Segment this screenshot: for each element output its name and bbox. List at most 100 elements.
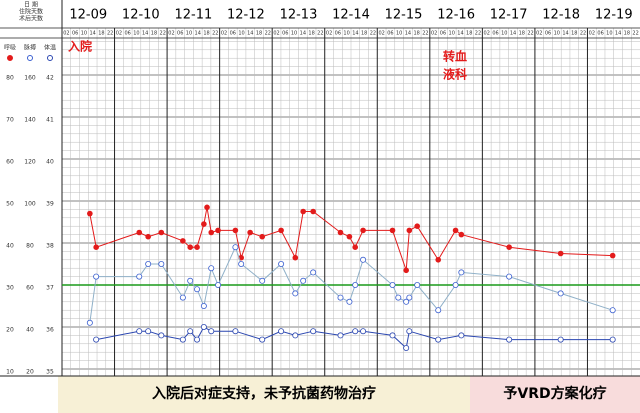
grid (0, 0, 640, 377)
time-label: 10 (501, 31, 507, 37)
data-point (337, 229, 344, 236)
time-label: 22 (580, 31, 586, 37)
time-label: 10 (291, 31, 297, 37)
time-label: 10 (449, 31, 455, 37)
time-label: 18 (413, 31, 419, 37)
data-point (346, 298, 353, 305)
time-label: 02 (273, 31, 279, 37)
time-label: 14 (405, 31, 411, 37)
time-label: 02 (378, 31, 384, 37)
time-label: 06 (597, 31, 603, 37)
y2-tick-label: 40 (26, 327, 34, 334)
y3-tick-label: 20 (6, 327, 14, 334)
footer-right-bg (470, 376, 640, 413)
time-label: 18 (203, 31, 209, 37)
time-label: 14 (457, 31, 463, 37)
date-label: 12-09 (69, 8, 107, 23)
data-point (292, 290, 299, 297)
axis-title: 呼吸 (4, 45, 16, 52)
data-point (187, 244, 194, 250)
y-tick-label: 39 (46, 201, 54, 208)
left-header: 住院天数 (19, 8, 43, 16)
y2-tick-label: 140 (24, 117, 36, 124)
time-label: 22 (212, 31, 218, 37)
data-point (609, 336, 616, 343)
data-point (395, 294, 402, 301)
axis-title: 体温 (44, 44, 56, 52)
data-point (158, 229, 165, 236)
y2-tick-label: 80 (26, 243, 34, 250)
data-point (208, 265, 215, 272)
time-label: 14 (562, 31, 568, 37)
time-label: 06 (230, 31, 236, 37)
data-point (310, 208, 316, 215)
data-point (557, 290, 564, 297)
data-point (145, 233, 151, 240)
time-label: 02 (221, 31, 227, 37)
data-point (208, 328, 215, 335)
y2-tick-label: 60 (26, 285, 34, 292)
time-label: 02 (536, 31, 542, 37)
data-point (278, 260, 285, 267)
footer-text: 入院后对症支持，未予抗菌药物治疗 (152, 385, 376, 402)
data-point (360, 328, 367, 335)
data-point (557, 336, 564, 343)
data-point (86, 319, 93, 326)
time-label: 22 (422, 31, 428, 37)
data-point (200, 323, 207, 330)
date-label: 12-17 (490, 8, 528, 23)
data-point (435, 257, 442, 263)
y3-tick-label: 10 (6, 369, 14, 376)
data-point (259, 336, 266, 343)
data-point (292, 254, 299, 261)
data-point (259, 233, 265, 240)
y3-tick-label: 40 (6, 243, 14, 250)
data-point (403, 298, 410, 305)
date-label: 12-19 (595, 8, 633, 23)
date-label: 12-13 (280, 8, 318, 23)
data-point (158, 260, 165, 267)
data-point (194, 286, 201, 293)
data-point (406, 328, 413, 335)
legend-symbol (27, 55, 33, 61)
data-point (506, 244, 512, 250)
data-point (204, 204, 210, 211)
data-point (406, 294, 413, 301)
time-label: 22 (317, 31, 323, 37)
data-point (145, 260, 152, 267)
time-label: 14 (352, 31, 358, 37)
time-label: 06 (72, 31, 78, 37)
data-point (136, 273, 143, 280)
time-label: 22 (265, 31, 271, 37)
data-point (300, 208, 306, 215)
time-label: 14 (142, 31, 148, 37)
time-label: 14 (300, 31, 306, 37)
data-point (247, 229, 253, 236)
data-point (337, 294, 344, 301)
time-label: 10 (133, 31, 139, 37)
time-label: 10 (606, 31, 612, 37)
data-point (435, 336, 442, 343)
data-point (557, 250, 564, 257)
data-point (389, 227, 396, 234)
y-tick-label: 42 (46, 75, 54, 82)
y2-tick-label: 120 (24, 159, 36, 166)
data-point (352, 281, 359, 288)
data-point (93, 244, 99, 250)
admit-note: 入院 (68, 39, 92, 54)
data-point (506, 336, 513, 343)
time-label: 18 (571, 31, 577, 37)
time-label: 14 (195, 31, 201, 37)
time-label: 10 (238, 31, 244, 37)
date-label: 12-18 (542, 8, 580, 23)
data-point (201, 221, 207, 227)
data-point (458, 231, 465, 238)
time-label: 06 (124, 31, 130, 37)
data-point (87, 210, 93, 217)
time-label: 18 (466, 31, 472, 37)
data-point (414, 281, 421, 288)
date-label: 12-11 (174, 8, 212, 23)
data-point (278, 227, 284, 234)
